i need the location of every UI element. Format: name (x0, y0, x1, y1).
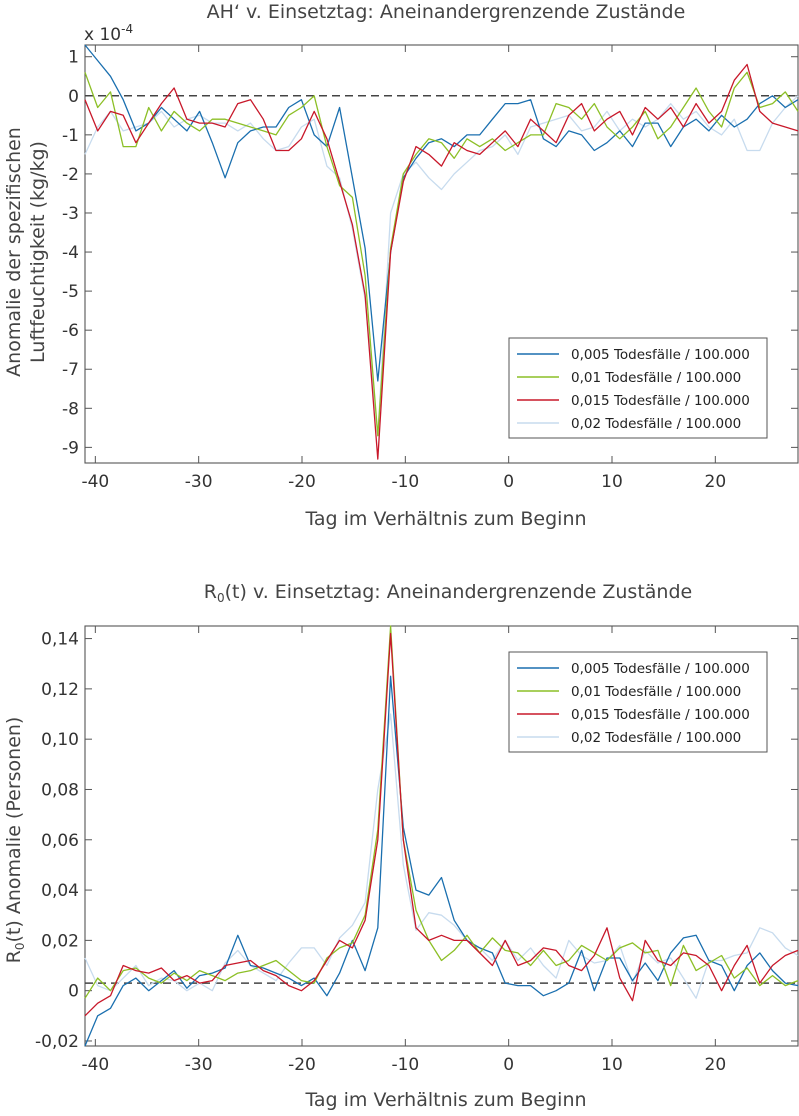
x-tick-label: 10 (601, 472, 623, 492)
series-line-2 (84, 63, 799, 460)
chart2-title-subscript: 0 (217, 591, 225, 605)
series-line-0 (84, 675, 799, 1047)
x-tick-label: 10 (601, 1055, 623, 1075)
chart1-x-axis-label: Tag im Verhältnis zum Beginn (304, 508, 586, 530)
chart1-title: AH‘ v. Einsetztag: Aneinandergrenzende Z… (207, 1, 686, 23)
series-line-0 (84, 44, 799, 382)
y-tick-label: -9 (62, 438, 79, 458)
x-tick-label: -40 (81, 1055, 109, 1075)
y-tick-label: 0,08 (41, 780, 79, 800)
legend-entry-label: 0,005 Todesfälle / 100.000 (571, 661, 750, 677)
y-tick-label: 0,02 (41, 931, 79, 951)
x-tick-label: -20 (288, 1055, 316, 1075)
legend-entry-label: 0,015 Todesfälle / 100.000 (571, 707, 750, 723)
y-tick-label: 0,10 (41, 730, 79, 750)
chart1-plot-area (84, 44, 799, 464)
y-tick-label: 1 (68, 48, 79, 68)
chart1-y-axis-label-line2: Luftfeuchtigkeit (kg/kg) (27, 141, 49, 363)
series-line-3 (84, 713, 799, 999)
r0-anomaly-chart: R0(t) v. Einsetztag: Aneinandergrenzende… (3, 581, 799, 1111)
legend-entry-label: 0,005 Todesfälle / 100.000 (571, 347, 750, 363)
legend-entry-label: 0,015 Todesfälle / 100.000 (571, 393, 750, 409)
y-tick-label: -8 (62, 399, 79, 419)
y-tick-label: -4 (62, 243, 79, 263)
y-tick-label: -2 (62, 165, 79, 185)
y-tick-label: -1 (62, 126, 79, 146)
chart2-plot-area (84, 625, 799, 1047)
y-tick-label: 0 (68, 87, 79, 107)
chart1-exponent-label: x 10-4 (84, 22, 133, 45)
chart2-y-axis-label-suffix: (t) Anomalie (Personen) (3, 717, 25, 943)
y-tick-label: -5 (62, 282, 79, 302)
y-tick-label: -6 (62, 321, 79, 341)
chart1-y-axis-label-line1: Anomalie der spezifischen (3, 127, 25, 377)
chart2-series-group (84, 625, 799, 1047)
y-tick-label: 0,12 (41, 680, 79, 700)
chart2-y-axis-label-subscript: 0 (13, 942, 27, 950)
humidity-anomaly-chart: AH‘ v. Einsetztag: Aneinandergrenzende Z… (3, 1, 799, 530)
y-tick-label: -0,02 (35, 1032, 79, 1052)
legend-entry-label: 0,01 Todesfälle / 100.000 (571, 684, 741, 700)
series-line-1 (84, 625, 799, 999)
series-line-2 (84, 632, 799, 1017)
chart1-exponent-value: -4 (121, 22, 133, 36)
x-tick-label: 20 (705, 1055, 727, 1075)
y-tick-label: 0,06 (41, 831, 79, 851)
chart1-legend: 0,005 Todesfälle / 100.000 0,01 Todesfäll… (508, 337, 768, 439)
y-tick-label: -7 (62, 360, 79, 380)
legend-entry-label: 0,02 Todesfälle / 100.000 (571, 416, 741, 432)
y-tick-label: 0,04 (41, 881, 79, 901)
x-tick-label: -10 (391, 472, 419, 492)
chart2-legend: 0,005 Todesfälle / 100.000 0,01 Todesfäll… (508, 651, 768, 753)
x-tick-label: 20 (705, 472, 727, 492)
y-tick-label: 0 (68, 982, 79, 1002)
chart2-title: R0(t) v. Einsetztag: Aneinandergrenzende… (204, 581, 692, 605)
x-tick-label: 0 (503, 1055, 514, 1075)
y-tick-label: 0,14 (41, 630, 79, 650)
y-tick-label: -3 (62, 204, 79, 224)
x-tick-label: -30 (185, 1055, 213, 1075)
x-tick-label: -40 (81, 472, 109, 492)
chart2-x-axis-label: Tag im Verhältnis zum Beginn (304, 1089, 586, 1111)
chart2-y-axis-label: R0(t) Anomalie (Personen) (3, 717, 27, 964)
x-tick-label: -30 (185, 472, 213, 492)
x-tick-label: 0 (503, 472, 514, 492)
x-tick-label: -20 (288, 472, 316, 492)
series-line-1 (84, 71, 799, 437)
chart2-ticks: -40 -30 -20 -10 0 10 20 0,14 0,12 0,10 0,08 0,06 0,0… (35, 626, 798, 1075)
legend-entry-label: 0,01 Todesfälle / 100.000 (571, 370, 741, 386)
x-tick-label: -10 (391, 1055, 419, 1075)
legend-entry-label: 0,02 Todesfälle / 100.000 (571, 730, 741, 746)
chart2-title-suffix: (t) v. Einsetztag: Aneinandergrenzende Z… (225, 581, 693, 603)
chart1-series-group (84, 44, 799, 460)
